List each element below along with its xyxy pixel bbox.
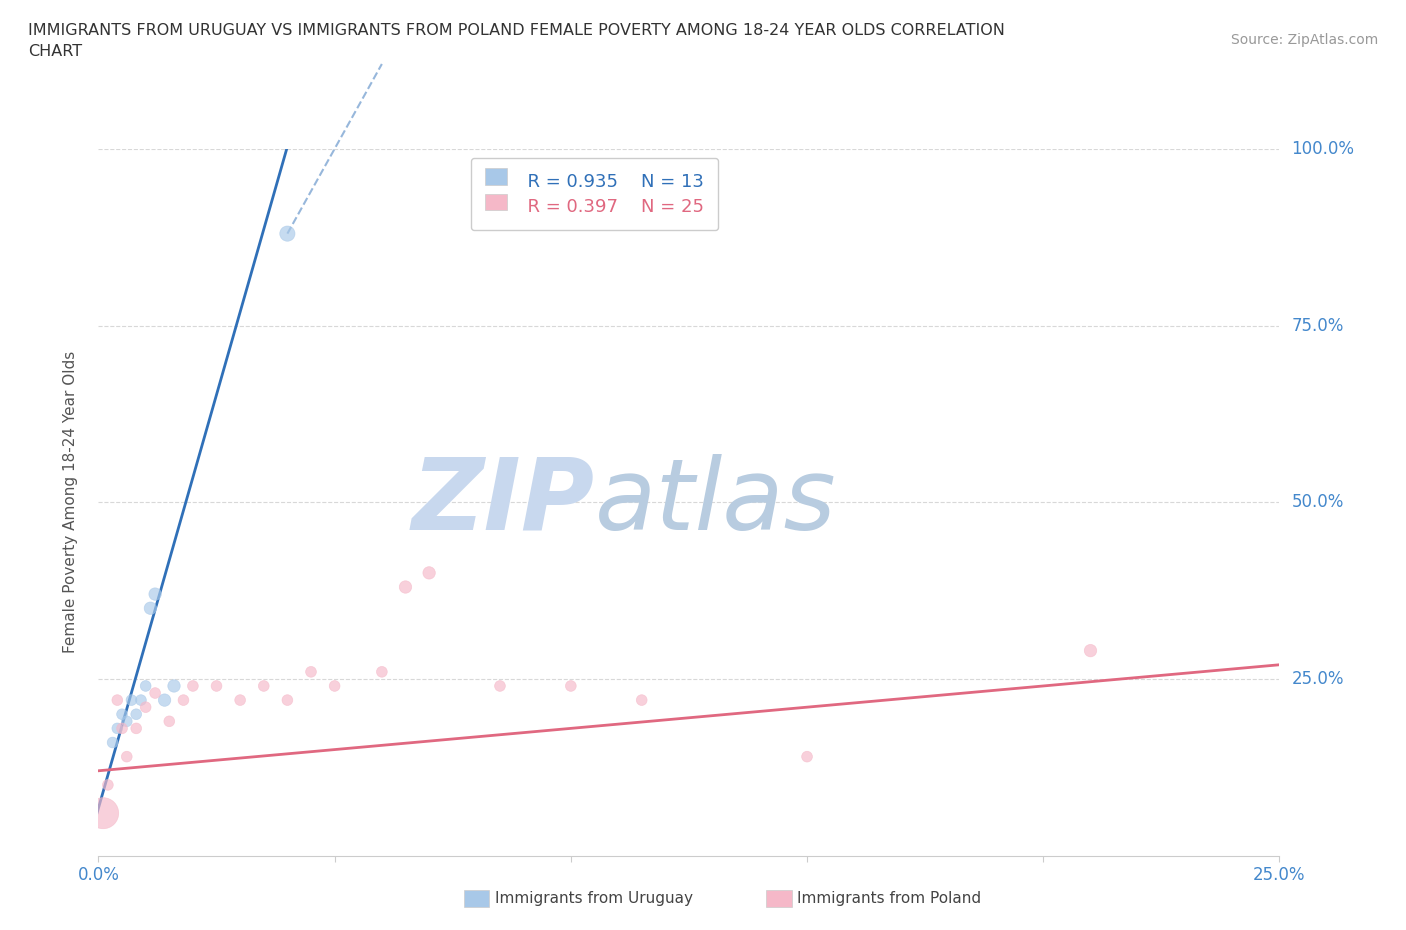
Point: [91, 805, 114, 820]
Point: [97, 777, 120, 792]
Point: [1080, 644, 1102, 658]
Point: [630, 693, 652, 708]
Point: [276, 693, 298, 708]
Point: [299, 664, 322, 679]
Point: [181, 679, 204, 694]
Point: [125, 707, 148, 722]
Text: 50.0%: 50.0%: [1291, 493, 1344, 512]
Point: [157, 714, 180, 729]
Text: CHART: CHART: [28, 44, 82, 59]
Point: [125, 721, 148, 736]
Point: [115, 750, 138, 764]
Point: [101, 735, 124, 750]
Legend:   R = 0.935    N = 13,   R = 0.397    N = 25: R = 0.935 N = 13, R = 0.397 N = 25: [471, 158, 718, 231]
Point: [129, 693, 152, 708]
Point: [135, 699, 157, 714]
Text: 100.0%: 100.0%: [1291, 140, 1354, 158]
Point: [105, 693, 128, 708]
Y-axis label: Female Poverty Among 18-24 Year Olds: Female Poverty Among 18-24 Year Olds: [63, 352, 77, 653]
Point: [229, 693, 252, 708]
Point: [163, 679, 186, 694]
Text: 75.0%: 75.0%: [1291, 316, 1344, 335]
Point: [143, 587, 166, 602]
Text: 25.0%: 25.0%: [1291, 670, 1344, 688]
Text: Immigrants from Uruguay: Immigrants from Uruguay: [495, 891, 693, 906]
Point: [105, 721, 128, 736]
Point: [371, 664, 394, 679]
Text: IMMIGRANTS FROM URUGUAY VS IMMIGRANTS FROM POLAND FEMALE POVERTY AMONG 18-24 YEA: IMMIGRANTS FROM URUGUAY VS IMMIGRANTS FR…: [28, 23, 1005, 38]
Point: [172, 693, 194, 708]
Point: [276, 226, 298, 241]
Point: [153, 693, 176, 708]
Point: [143, 685, 166, 700]
Point: [139, 601, 162, 616]
Point: [253, 679, 276, 694]
Point: [796, 750, 818, 764]
Point: [121, 693, 143, 708]
Point: [111, 707, 134, 722]
Point: [323, 679, 346, 694]
Point: [135, 679, 157, 694]
Text: Source: ZipAtlas.com: Source: ZipAtlas.com: [1230, 33, 1378, 46]
Point: [205, 679, 228, 694]
Text: atlas: atlas: [595, 454, 837, 551]
Point: [115, 714, 138, 729]
Point: [394, 579, 416, 594]
Text: Immigrants from Poland: Immigrants from Poland: [797, 891, 981, 906]
Point: [489, 679, 512, 694]
Point: [560, 679, 582, 694]
Point: [111, 721, 134, 736]
Text: ZIP: ZIP: [412, 454, 595, 551]
Point: [418, 565, 440, 580]
